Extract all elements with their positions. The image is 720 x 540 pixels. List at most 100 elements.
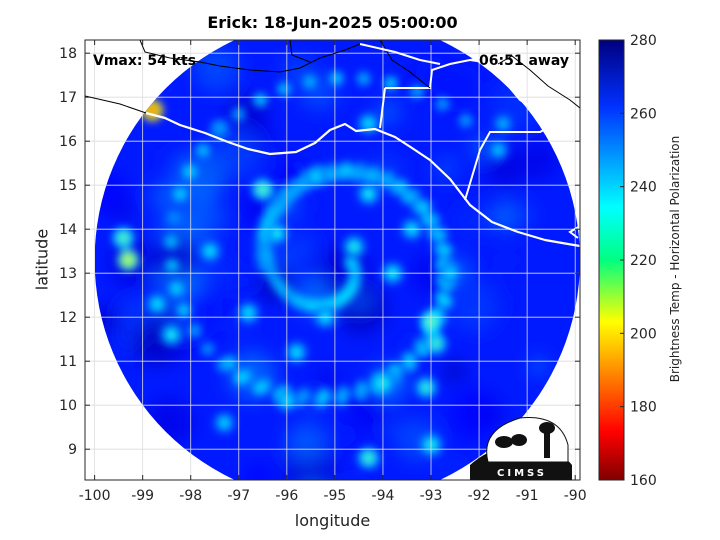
swath-texture-blob [174, 290, 224, 340]
spiral-band-segment [256, 258, 271, 273]
spiral-band-segment [417, 199, 432, 214]
x-tick-label: -93 [420, 488, 443, 504]
spiral-band-segment [164, 234, 179, 249]
x-tick-label: -97 [227, 488, 250, 504]
spiral-band-segment [253, 92, 268, 107]
spiral-band-segment [433, 227, 448, 242]
x-tick-label: -98 [179, 488, 202, 504]
spiral-band-segment [216, 357, 231, 372]
y-tick-label: 11 [59, 354, 77, 370]
warm-feature-core [291, 347, 302, 358]
colorbar-gradient [598, 39, 625, 481]
spiral-band-segment [458, 113, 473, 128]
swath-texture-blob [200, 218, 225, 243]
swath-texture-blob [150, 181, 181, 212]
warm-feature-core [166, 329, 177, 340]
colorbar-tick-label: 180 [630, 400, 657, 416]
spiral-band-segment [254, 236, 269, 251]
spiral-band-segment [252, 381, 267, 396]
y-tick-label: 13 [59, 266, 77, 282]
warm-feature-core [243, 307, 254, 318]
spiral-band-segment [176, 303, 191, 318]
y-axis-label: latitude [32, 228, 52, 291]
swath-texture-blob [243, 462, 274, 480]
y-tick-label: 12 [59, 310, 77, 326]
spiral-band-segment [200, 341, 215, 356]
spiral-band-segment [264, 204, 279, 219]
colorbar-ticks: 160 180 200 220 240 260 280 [620, 33, 657, 489]
microwave-swath [94, 40, 580, 480]
spiral-band-segment [166, 210, 181, 225]
warm-feature-core [493, 145, 504, 155]
spiral-band-segment [288, 177, 303, 192]
x-tick-label: -94 [372, 488, 395, 504]
spiral-band-segment [394, 178, 409, 193]
x-tick-label: -99 [131, 488, 154, 504]
vmax-annotation: Vmax: 54 kts [93, 53, 197, 69]
spiral-band-segment [438, 294, 453, 309]
warm-feature-core [430, 338, 441, 349]
swath-texture-blob [453, 204, 488, 239]
swath-texture-blob [230, 268, 258, 296]
spiral-band-segment [435, 97, 450, 112]
colorbar-tick-label: 260 [630, 106, 657, 122]
spiral-band-segment [182, 164, 197, 179]
warm-feature-core [204, 246, 215, 257]
spiral-band-segment [254, 247, 269, 262]
x-tick-label: -95 [323, 488, 346, 504]
x-tick-label: -92 [468, 488, 491, 504]
swath-texture-blob [529, 356, 549, 376]
x-axis-label: longitude [294, 511, 371, 530]
spiral-band-segment [325, 162, 340, 177]
warm-feature-core [421, 382, 432, 393]
outer-borders [85, 40, 580, 114]
logo-dish-1 [495, 436, 513, 448]
y-tick-label: 17 [59, 90, 77, 106]
spiral-band-segment [406, 188, 421, 203]
swath-texture-blob [519, 140, 559, 180]
logo-tower-top [539, 422, 555, 434]
warm-feature-core [349, 241, 360, 252]
swath-texture-blob [193, 45, 240, 92]
spiral-band-segment [270, 194, 285, 209]
y-tick-label: 9 [68, 442, 77, 458]
spiral-band-segment [173, 187, 188, 202]
spiral-band-segment [438, 243, 453, 258]
logo-text: CIMSS [497, 468, 547, 479]
spiral-band-segment [195, 143, 210, 158]
y-tick-label: 10 [59, 398, 77, 414]
spiral-band-segment [169, 281, 184, 296]
swath-texture-blob [448, 279, 500, 331]
logo-tower [544, 426, 550, 458]
logo-dish-2 [511, 434, 527, 446]
spiral-band-segment [165, 258, 180, 273]
warm-feature-core [219, 417, 230, 428]
spiral-band-segment [353, 387, 368, 402]
x-tick-label: -100 [79, 488, 111, 504]
time-away-annotation: 06:51 away [479, 53, 569, 69]
spiral-band-segment [339, 161, 354, 176]
axis-ticks: -100 -99 -98 -97 -96 -95 -94 -93 -92 -91 -90 9 10 11 1… [59, 40, 587, 504]
chart-title: Erick: 18-Jun-2025 05:00:00 [207, 13, 458, 32]
warm-feature-core [214, 123, 225, 133]
swath-texture-blob [316, 367, 338, 388]
spiral-band-segment [233, 370, 248, 385]
warm-feature-core [363, 189, 374, 199]
y-tick-label: 15 [59, 178, 77, 194]
swath-texture-blob [285, 422, 328, 464]
swath-texture-blob [507, 200, 536, 229]
spiral-band-segment [353, 162, 368, 177]
warm-feature-core [152, 299, 163, 309]
cimss-logo: CIMSS [470, 417, 572, 480]
colorbar-tick-label: 220 [630, 253, 657, 269]
x-tick-label: -91 [516, 488, 539, 504]
coastline [145, 111, 580, 248]
spiral-band-segment [187, 323, 202, 338]
colorbar: 160 180 200 220 240 260 280 [598, 33, 657, 489]
plot-frame [84, 39, 581, 481]
spiral-band-segment [277, 82, 292, 97]
warm-feature-core [123, 255, 134, 265]
warm-feature-core [498, 118, 509, 129]
y-tick-label: 16 [59, 134, 77, 150]
warm-feature-core [310, 171, 321, 182]
